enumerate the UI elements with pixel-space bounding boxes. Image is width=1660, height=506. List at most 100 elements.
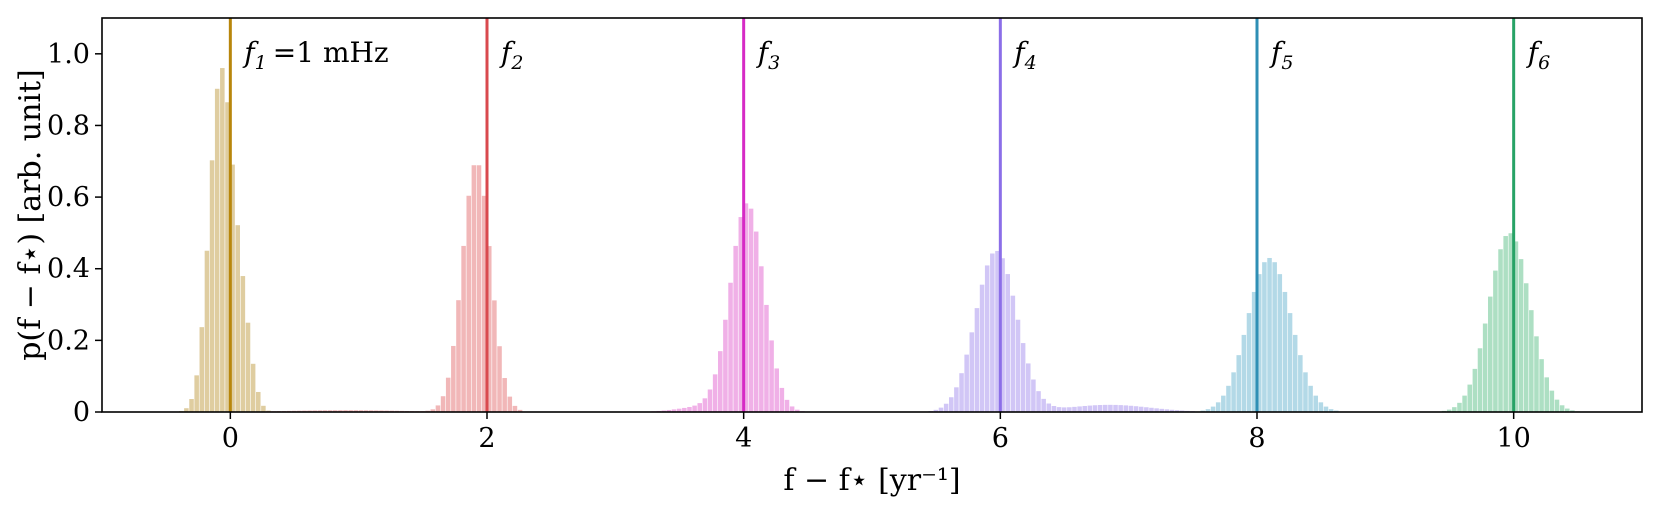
histogram-bar bbox=[1231, 372, 1236, 412]
histogram-bar bbox=[240, 276, 246, 412]
y-tick-label: 0.4 bbox=[47, 254, 90, 285]
histogram-bar bbox=[476, 165, 482, 412]
histogram-bar bbox=[1518, 259, 1524, 412]
histogram-bar bbox=[517, 409, 523, 412]
histogram-bar bbox=[512, 405, 518, 412]
histogram-bar bbox=[322, 410, 328, 412]
y-tick-label: 0.6 bbox=[47, 182, 90, 213]
histogram-bar bbox=[1318, 402, 1324, 412]
histogram-bar bbox=[1287, 313, 1293, 412]
histogram-bar bbox=[1559, 405, 1565, 412]
histogram-bar bbox=[1149, 407, 1154, 412]
histogram-bar bbox=[1534, 336, 1539, 412]
histogram-series-4 bbox=[928, 250, 1195, 412]
histogram-bar bbox=[687, 406, 692, 412]
histogram-bar bbox=[184, 408, 189, 412]
histogram-bar bbox=[1292, 334, 1298, 412]
histogram-bar bbox=[487, 246, 492, 412]
histogram-bar bbox=[712, 374, 718, 412]
histogram-bar bbox=[214, 88, 220, 412]
histogram-bar bbox=[959, 373, 964, 412]
histogram-bar bbox=[1103, 404, 1108, 412]
histogram-bar bbox=[451, 345, 456, 412]
histogram-bar bbox=[1565, 408, 1570, 412]
histogram-bar bbox=[245, 322, 251, 412]
histogram-bar bbox=[1493, 270, 1498, 412]
histogram-bar bbox=[1128, 405, 1134, 412]
label-f4: f4 bbox=[1012, 36, 1036, 74]
histogram-bar bbox=[1072, 406, 1077, 412]
histogram-bar bbox=[1282, 291, 1288, 412]
histogram-bar bbox=[1298, 355, 1303, 412]
histogram-series-5 bbox=[1200, 257, 1339, 412]
histogram-bar bbox=[949, 397, 954, 412]
histogram-bar bbox=[1303, 372, 1308, 412]
histogram-bar bbox=[1457, 402, 1462, 412]
histogram-bar bbox=[1133, 406, 1139, 412]
histogram-bar bbox=[1467, 384, 1472, 412]
histogram-bar bbox=[204, 250, 210, 412]
label-f2: f2 bbox=[499, 36, 523, 74]
histogram-series-6 bbox=[1441, 233, 1580, 412]
histogram-bar bbox=[1205, 409, 1211, 412]
histogram-bar bbox=[753, 231, 759, 412]
histogram-bar bbox=[671, 409, 677, 412]
histogram-bar bbox=[220, 68, 225, 412]
histogram-bar bbox=[933, 409, 939, 412]
histogram-bar bbox=[353, 410, 359, 412]
histogram-bar bbox=[1452, 407, 1457, 412]
histogram-bar bbox=[497, 346, 502, 412]
histogram-bar bbox=[990, 253, 995, 412]
histogram-bar bbox=[1067, 407, 1072, 412]
histogram-bar bbox=[759, 266, 764, 412]
histogram-bar bbox=[1251, 291, 1257, 412]
histogram-bar bbox=[1154, 408, 1159, 412]
histogram-bar bbox=[1226, 385, 1231, 412]
x-axis-ticks: 0 2 4 6 8 10 bbox=[222, 412, 1531, 454]
histogram-bar bbox=[250, 363, 256, 412]
histogram-bar bbox=[1446, 409, 1452, 412]
histogram-bar bbox=[440, 396, 446, 412]
histogram-series-1 bbox=[179, 68, 271, 412]
histogram-bar bbox=[676, 408, 682, 412]
histogram-bar bbox=[1544, 377, 1549, 412]
label-f6: f6 bbox=[1526, 36, 1550, 74]
histogram-series-2 bbox=[266, 165, 523, 412]
x-tick-label: 10 bbox=[1496, 423, 1530, 454]
histogram-bar bbox=[1272, 262, 1277, 412]
histogram-bar bbox=[1241, 334, 1247, 412]
histogram-bar bbox=[235, 225, 240, 412]
histogram-bar bbox=[1210, 406, 1216, 412]
label-f3: f3 bbox=[756, 36, 780, 74]
histogram-bar bbox=[682, 407, 687, 412]
y-tick-label: 1.0 bbox=[47, 39, 90, 70]
histogram-bar bbox=[456, 300, 461, 412]
histogram-bar bbox=[1108, 404, 1113, 412]
histogram-bar bbox=[738, 217, 744, 412]
histogram-bar bbox=[1554, 399, 1560, 412]
histogram-bar bbox=[1328, 409, 1334, 412]
x-tick-label: 8 bbox=[1248, 423, 1265, 454]
histogram-bar bbox=[974, 308, 980, 412]
histogram-bar bbox=[261, 405, 266, 412]
histogram-bar bbox=[707, 389, 713, 412]
histogram-bar bbox=[1221, 395, 1226, 412]
histogram-bar bbox=[430, 409, 436, 412]
histogram-bar bbox=[466, 195, 471, 412]
histogram-bar bbox=[225, 102, 230, 412]
histogram-bar bbox=[1082, 405, 1087, 412]
histogram-bar bbox=[984, 265, 990, 412]
histogram-bar bbox=[471, 165, 477, 412]
y-tick-label: 0.2 bbox=[47, 325, 90, 356]
histogram-bar bbox=[1164, 409, 1170, 412]
histogram-bar bbox=[702, 398, 708, 412]
histogram-bar bbox=[1277, 274, 1283, 412]
histogram-bar bbox=[1508, 233, 1514, 412]
histogram-bar bbox=[1113, 404, 1118, 412]
histogram-bar bbox=[789, 406, 795, 412]
histogram-bar bbox=[1503, 236, 1508, 412]
histogram-bar bbox=[1010, 295, 1016, 412]
histogram-bar bbox=[368, 410, 374, 412]
histogram-series-3 bbox=[651, 203, 805, 412]
histogram-bar bbox=[995, 250, 1000, 412]
